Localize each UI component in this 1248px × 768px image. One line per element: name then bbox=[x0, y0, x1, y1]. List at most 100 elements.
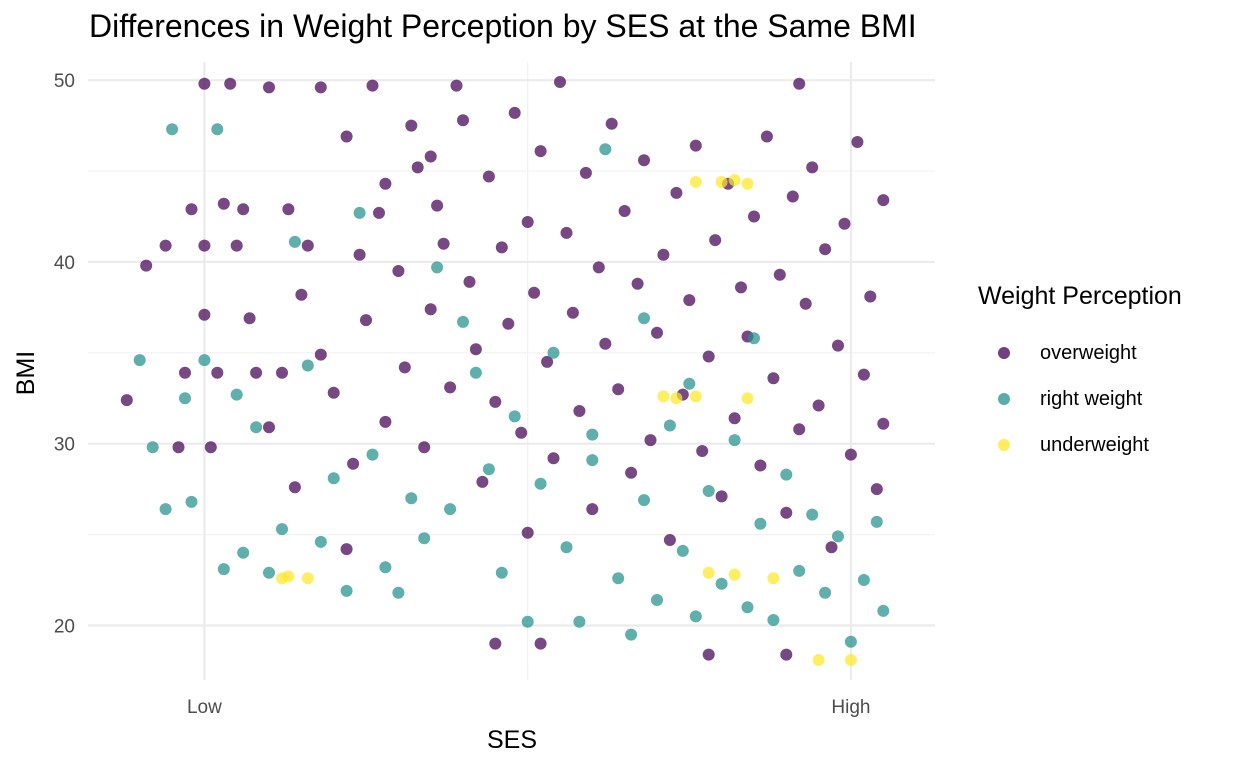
data-point bbox=[812, 654, 825, 666]
x-tick-label: High bbox=[831, 697, 870, 718]
data-point bbox=[159, 239, 172, 252]
data-point bbox=[120, 394, 133, 407]
data-point bbox=[780, 648, 793, 661]
data-point bbox=[508, 410, 521, 423]
data-point bbox=[224, 77, 237, 90]
data-point bbox=[625, 466, 638, 479]
data-point bbox=[696, 445, 709, 457]
data-point bbox=[366, 448, 379, 461]
data-point bbox=[702, 648, 715, 661]
legend-label: right weight bbox=[1040, 387, 1143, 410]
data-point bbox=[340, 130, 353, 143]
data-point bbox=[502, 317, 515, 330]
data-point bbox=[638, 494, 650, 507]
data-point bbox=[288, 235, 301, 248]
data-point bbox=[793, 564, 806, 577]
data-point bbox=[418, 532, 431, 545]
data-point bbox=[159, 503, 172, 516]
data-point bbox=[560, 226, 573, 239]
data-point bbox=[437, 237, 450, 250]
data-point bbox=[793, 77, 806, 90]
data-point bbox=[508, 106, 521, 119]
data-points bbox=[120, 76, 890, 666]
data-point bbox=[760, 130, 773, 143]
data-point bbox=[431, 199, 444, 212]
data-point bbox=[651, 594, 663, 606]
data-point bbox=[612, 572, 625, 585]
data-point bbox=[301, 359, 314, 372]
data-point bbox=[618, 205, 631, 217]
data-point bbox=[327, 472, 340, 485]
data-point bbox=[379, 415, 392, 428]
data-point bbox=[489, 637, 502, 650]
data-point bbox=[405, 492, 418, 505]
data-point bbox=[373, 206, 385, 219]
data-point bbox=[243, 312, 256, 325]
data-point bbox=[534, 145, 547, 158]
data-point bbox=[857, 574, 870, 586]
legend-key bbox=[998, 439, 1010, 451]
chart-title: Differences in Weight Perception by SES … bbox=[89, 8, 917, 44]
data-point bbox=[179, 366, 191, 379]
series-right-weight bbox=[133, 123, 890, 648]
data-point bbox=[651, 326, 663, 339]
data-point bbox=[728, 174, 741, 187]
legend-item: right weight bbox=[978, 376, 1182, 422]
data-point bbox=[844, 448, 857, 461]
data-point bbox=[767, 372, 780, 385]
data-point bbox=[230, 388, 243, 401]
data-point bbox=[418, 441, 431, 454]
data-point bbox=[579, 166, 592, 179]
data-point bbox=[263, 566, 275, 579]
data-point bbox=[573, 405, 586, 417]
data-point bbox=[554, 76, 566, 88]
data-point bbox=[424, 150, 437, 163]
data-point bbox=[411, 161, 424, 174]
data-point bbox=[379, 177, 392, 190]
data-point bbox=[314, 81, 327, 94]
data-point bbox=[709, 234, 722, 247]
data-point bbox=[599, 337, 612, 350]
data-point bbox=[857, 368, 870, 381]
data-point bbox=[877, 604, 890, 617]
data-point bbox=[534, 637, 547, 650]
data-point bbox=[263, 81, 275, 94]
x-axis-title: SES bbox=[487, 726, 537, 754]
data-point bbox=[670, 392, 683, 405]
data-point bbox=[689, 176, 702, 188]
data-point bbox=[741, 392, 754, 405]
data-point bbox=[644, 434, 657, 447]
data-point bbox=[392, 265, 405, 277]
data-point bbox=[870, 515, 883, 528]
data-point bbox=[198, 354, 211, 367]
data-point bbox=[793, 423, 806, 436]
data-point bbox=[314, 348, 327, 361]
data-point bbox=[133, 354, 146, 367]
data-point bbox=[715, 577, 728, 590]
data-point bbox=[547, 452, 560, 465]
y-tick-label: 40 bbox=[54, 253, 75, 274]
legend-key bbox=[998, 393, 1010, 405]
data-point bbox=[521, 216, 534, 228]
data-point bbox=[806, 508, 819, 521]
series-overweight bbox=[120, 76, 890, 661]
legend-item: overweight bbox=[978, 330, 1182, 376]
data-point bbox=[282, 570, 295, 583]
data-point bbox=[521, 526, 534, 539]
data-point bbox=[715, 490, 728, 503]
legend-items: overweight right weight underweight bbox=[978, 330, 1182, 468]
data-point bbox=[605, 117, 618, 130]
data-point bbox=[282, 203, 295, 216]
data-point bbox=[844, 635, 857, 648]
data-point bbox=[689, 610, 702, 623]
data-point bbox=[431, 261, 444, 274]
data-point bbox=[715, 176, 728, 188]
data-point bbox=[683, 294, 696, 307]
data-point bbox=[741, 601, 754, 614]
data-point bbox=[276, 523, 288, 536]
data-point bbox=[217, 563, 230, 576]
y-axis-title: BMI bbox=[12, 351, 40, 395]
data-point bbox=[495, 241, 508, 254]
data-point bbox=[663, 419, 676, 432]
data-point bbox=[670, 186, 683, 199]
